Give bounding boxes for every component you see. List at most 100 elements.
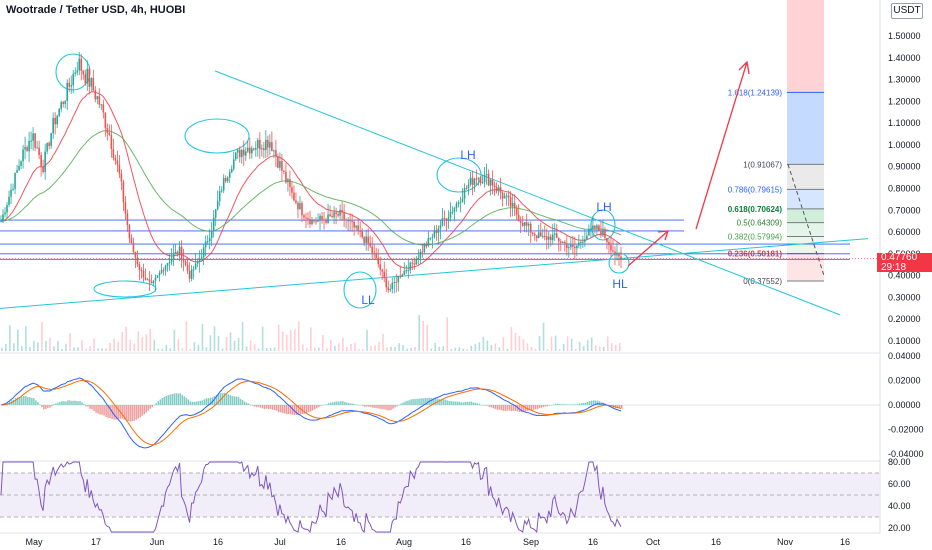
candle-body — [194, 263, 197, 270]
candle-body — [339, 209, 341, 216]
macd-axis-tick: -0.02000 — [888, 425, 924, 435]
macd-histogram-bar — [261, 405, 264, 409]
pattern-label: LH — [460, 148, 475, 162]
volume-bar — [450, 348, 453, 351]
macd-histogram-bar — [83, 404, 85, 405]
candle-body — [38, 147, 40, 156]
candle-body — [8, 196, 10, 205]
macd-histogram-bar — [450, 401, 452, 405]
fib-zone — [787, 189, 824, 209]
macd-histogram-bar — [241, 399, 244, 405]
macd-histogram-bar — [470, 401, 473, 405]
candle-body — [6, 204, 8, 213]
candle-body — [283, 170, 285, 172]
volume-bar — [382, 333, 384, 351]
candle-body — [317, 219, 319, 222]
macd-histogram-bar — [328, 403, 330, 405]
macd-histogram-bar — [544, 405, 547, 407]
chart-title: Wootrade / Tether USD, 4h, HUOBI — [6, 4, 186, 16]
volume-bar — [181, 348, 184, 351]
volume-bar — [97, 348, 99, 351]
candle-body — [154, 277, 157, 281]
macd-histogram-bar — [255, 405, 258, 408]
volume-bar — [334, 345, 336, 351]
volume-bar — [618, 343, 621, 351]
volume-bar — [153, 339, 156, 351]
candle-body — [584, 239, 586, 242]
macd-histogram-bar — [307, 405, 310, 413]
macd-histogram-bar — [45, 405, 47, 409]
candle-body — [196, 261, 199, 264]
macd-histogram-bar — [506, 405, 509, 411]
macd-histogram-bar — [462, 402, 464, 405]
macd-histogram-bar — [175, 393, 178, 405]
candle-body — [299, 203, 301, 210]
candle-body — [58, 108, 60, 116]
macd-histogram-bar — [408, 400, 410, 405]
candle-body — [267, 139, 269, 148]
volume-bar — [285, 334, 288, 351]
volume-bar — [394, 347, 396, 351]
volume-bar — [217, 335, 220, 351]
macd-histogram-bar — [558, 404, 561, 405]
candle-body — [489, 179, 492, 186]
candle-body — [32, 133, 34, 141]
candle-body — [293, 192, 295, 201]
macd-histogram-bar — [79, 400, 81, 405]
candle-body — [118, 164, 121, 174]
time-axis[interactable]: May 17 Jun 16 Jul 16 Aug 16 Sep 16 Oct 16 Nov 16 — [25, 537, 850, 547]
candle-body — [64, 101, 67, 104]
volume-bar — [566, 336, 569, 351]
macd-histogram-bar — [516, 405, 519, 412]
price-axis-tick: 0.80000 — [888, 184, 921, 194]
macd-histogram-bar — [277, 405, 280, 413]
candle-body — [531, 232, 534, 234]
volume-bar — [498, 347, 501, 351]
volume-bars — [1, 314, 621, 351]
pattern-label: LH — [596, 200, 611, 214]
candle-body — [501, 192, 504, 199]
rsi-line — [0, 461, 622, 534]
candle-body — [557, 237, 560, 242]
candle-body — [377, 257, 380, 265]
moving-averages — [0, 91, 622, 269]
candle-body — [46, 142, 48, 152]
macd-histogram-bar — [500, 405, 503, 411]
volume-bar — [5, 343, 7, 351]
candle-body — [543, 236, 546, 238]
candle-body — [373, 252, 375, 254]
fib-level-label: 0.5(0.64309) — [737, 219, 783, 228]
candle-body — [281, 161, 283, 171]
time-axis-tick: 16 — [711, 537, 721, 547]
candle-body — [568, 247, 570, 249]
candle-body — [614, 251, 616, 256]
macd-histogram-bar — [137, 405, 139, 419]
macd-histogram-bar — [63, 401, 65, 405]
candle-body — [574, 246, 576, 249]
volume-bar — [474, 343, 477, 351]
candle-body — [108, 132, 111, 135]
volume-bar — [414, 346, 416, 351]
macd-histogram-bar — [259, 405, 262, 408]
volume-bar — [410, 347, 412, 351]
macd-histogram-bar — [291, 405, 294, 415]
rsi-pane — [0, 461, 880, 534]
macd-histogram-bar — [578, 403, 581, 405]
volume-bar — [309, 327, 312, 351]
currency-button[interactable]: USDT — [891, 3, 923, 19]
macd-histogram-bar — [33, 398, 35, 405]
candle-body — [381, 269, 384, 272]
macd-axis-tick: 0.02000 — [888, 376, 921, 386]
candle-body — [379, 264, 382, 270]
candle-body — [305, 217, 307, 219]
macd-histogram-bar — [340, 401, 342, 405]
macd-histogram-bar — [237, 397, 240, 405]
candle-body — [592, 225, 594, 229]
price-axis[interactable]: 1.50000 1.40000 1.30000 1.20000 1.10000 1.000… — [888, 31, 924, 533]
macd-histogram-bar — [454, 401, 456, 405]
candle-body — [222, 178, 225, 191]
volume-bar — [257, 348, 260, 351]
macd-histogram-bar — [49, 405, 51, 408]
macd-histogram-bar — [281, 405, 284, 414]
